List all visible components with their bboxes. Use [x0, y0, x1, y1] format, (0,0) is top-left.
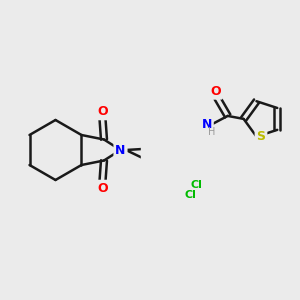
- Text: S: S: [256, 130, 266, 143]
- Text: Cl: Cl: [184, 190, 196, 200]
- Text: N: N: [202, 118, 212, 131]
- Text: O: O: [97, 105, 108, 119]
- FancyBboxPatch shape: [182, 149, 212, 194]
- Text: Cl: Cl: [190, 180, 202, 190]
- Text: O: O: [210, 85, 221, 98]
- Text: H: H: [208, 127, 215, 137]
- Text: N: N: [115, 143, 126, 157]
- FancyBboxPatch shape: [142, 114, 211, 183]
- Text: O: O: [97, 182, 108, 195]
